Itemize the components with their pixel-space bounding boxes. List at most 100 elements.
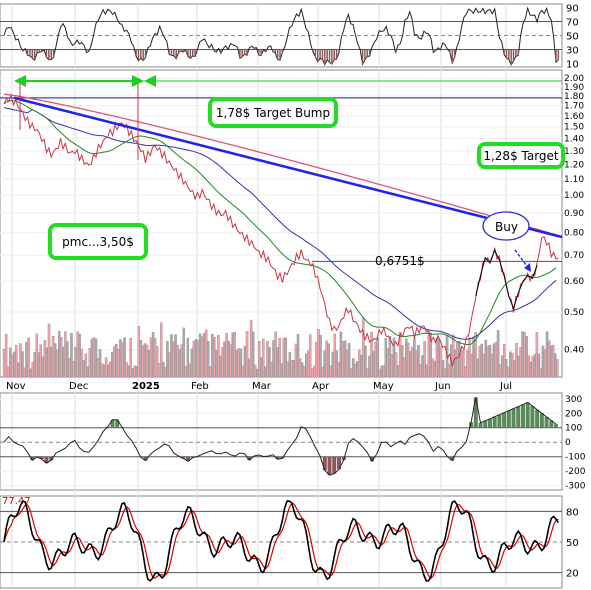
- volume-bar: [441, 360, 445, 378]
- volume-bar: [149, 337, 153, 378]
- x-tick-label: Dec: [69, 381, 88, 392]
- volume-bar: [174, 334, 177, 378]
- volume-bar: [80, 348, 83, 378]
- top-tick-label: 50: [566, 32, 579, 43]
- volume-bar: [531, 356, 535, 378]
- volume-bar: [411, 346, 414, 378]
- buy-label: Buy: [495, 220, 518, 234]
- volume-bar: [500, 355, 504, 378]
- volume-bar: [86, 366, 90, 378]
- volume-bar: [129, 338, 132, 378]
- price-tick-label: 1.30: [564, 147, 584, 157]
- volume-bar: [437, 338, 441, 378]
- volume-bar: [490, 353, 494, 378]
- volume-bar: [302, 366, 306, 378]
- volume-bar: [204, 329, 208, 378]
- volume-bar: [108, 361, 112, 378]
- volume-bar: [409, 351, 412, 378]
- volume-bar: [43, 339, 47, 378]
- volume-bar: [96, 358, 100, 378]
- volume-bar: [300, 362, 304, 378]
- price-tick-label: 1.70: [564, 102, 584, 112]
- volume-bar: [372, 351, 375, 378]
- volume-bar: [115, 344, 118, 378]
- volume-bar: [202, 332, 206, 378]
- volume-bar: [511, 353, 514, 378]
- volume-bar: [25, 342, 28, 378]
- volume-bar: [519, 347, 522, 378]
- volume-bar: [355, 361, 359, 378]
- volume-bar: [184, 366, 188, 378]
- volume-bar: [164, 367, 167, 378]
- volume-bar: [415, 350, 418, 378]
- volume-bar: [505, 359, 508, 378]
- volume-bar: [315, 341, 318, 378]
- macd-tick-label: 300: [565, 395, 582, 405]
- price-tick-label: 0.60: [564, 277, 584, 287]
- volume-bar: [41, 356, 45, 378]
- volume-bar: [288, 352, 292, 378]
- volume-bar: [282, 338, 286, 378]
- volume-bar: [321, 366, 324, 378]
- volume-bar: [227, 340, 230, 378]
- medium-moving-average-line: [3, 107, 557, 340]
- volume-bar: [190, 348, 194, 378]
- stoch-d-line: [3, 502, 559, 580]
- volume-bar: [396, 365, 400, 378]
- top-tick-label: 70: [566, 18, 579, 29]
- price-tick-label: 1.90: [564, 83, 584, 93]
- price-line: [3, 93, 559, 367]
- volume-bar: [70, 332, 73, 378]
- price-tick-label: 2.00: [564, 74, 584, 84]
- volume-bar: [231, 332, 234, 378]
- volume-bar: [180, 344, 183, 378]
- volume-bar: [368, 355, 371, 378]
- x-tick-label: Jun: [434, 381, 451, 392]
- volume-bar: [388, 336, 392, 378]
- x-tick-label: Feb: [191, 381, 209, 392]
- volume-bar: [298, 358, 302, 378]
- volume-bar: [507, 366, 510, 378]
- volume-bar: [23, 367, 26, 378]
- price-tick-label: 0.90: [564, 209, 584, 219]
- volume-bar: [82, 360, 85, 378]
- volume-bar: [439, 346, 443, 378]
- volume-bar: [304, 353, 308, 378]
- volume-bar: [404, 338, 408, 378]
- volume-bar: [284, 337, 288, 378]
- volume-bar: [35, 333, 39, 378]
- volume-bar: [4, 333, 8, 378]
- volume-bar: [47, 323, 51, 378]
- volume-bar: [92, 337, 96, 378]
- volume-bar: [341, 341, 345, 378]
- volume-bar: [53, 343, 57, 378]
- top-indicator-line: [3, 6, 559, 67]
- pmc-annotation: pmc...3,50$: [48, 223, 148, 260]
- volume-bar: [225, 332, 228, 378]
- volume-bar: [192, 340, 196, 378]
- volume-bar: [384, 338, 388, 378]
- volume-bar: [247, 358, 251, 378]
- volume-bar: [258, 341, 261, 378]
- macd-line: [3, 397, 557, 476]
- volume-bar: [49, 346, 53, 378]
- volume-bar: [509, 351, 512, 378]
- volume-bar: [543, 349, 547, 378]
- volume-bar: [106, 364, 110, 378]
- volume-bar: [337, 362, 341, 378]
- volume-bar: [141, 345, 145, 378]
- volume-bar: [433, 360, 437, 378]
- volume-bar: [296, 334, 300, 378]
- volume-bar: [196, 340, 200, 378]
- x-tick-label: Jul: [499, 381, 512, 392]
- volume-bar: [33, 352, 36, 378]
- volume-bar: [170, 334, 173, 378]
- volume-bar: [168, 352, 171, 378]
- volume-bar: [17, 362, 20, 378]
- volume-bar: [221, 347, 224, 378]
- volume-bar: [104, 357, 108, 378]
- macd-tick-label: -300: [565, 482, 586, 492]
- volume-bar: [425, 364, 428, 378]
- volume-bar: [547, 340, 551, 378]
- short-moving-average-line: [3, 100, 557, 346]
